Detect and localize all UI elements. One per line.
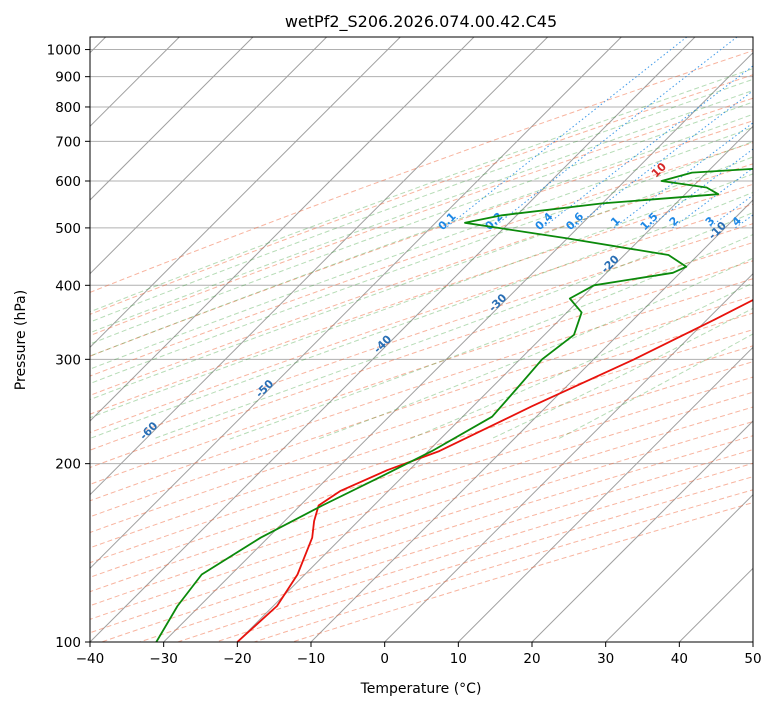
moist-adiabat-line [152,212,753,440]
dry-adiabat-line [90,241,753,469]
moist-adiabat-line [90,141,753,385]
x-tick-label: 30 [597,651,614,667]
dry-adiabat-label: 10 [649,160,669,180]
y-tick-label: 500 [55,221,81,237]
moist-adiabat-line [90,67,753,313]
moist-adiabat-line [90,101,753,345]
mixing-ratio-line [613,122,753,229]
moist-adiabat-line [90,191,753,439]
dry-adiabat-line [90,142,753,377]
x-tick-label: 0 [380,651,389,667]
isotherm-label: -20 [599,252,622,275]
y-tick-label: 300 [55,352,81,368]
dry-adiabat-line [215,476,753,642]
isotherm-label: -60 [137,419,160,442]
dry-adiabat-line [90,183,753,415]
isotherm-line [90,37,475,422]
x-tick-label: 20 [523,651,540,667]
y-tick-label: 600 [55,174,81,190]
mixing-ratio-line [672,167,753,229]
dry-adiabat-line [90,278,753,502]
x-tick-label: 10 [450,651,467,667]
y-tick-label: 400 [55,278,81,294]
isotherm-line [384,272,753,642]
isotherm-line [90,37,549,496]
dry-adiabat-line [90,329,753,549]
x-axis-label: Temperature (°C) [360,681,482,697]
dry-adiabat-line [177,462,753,642]
dewpoint-profile-line [155,167,753,642]
dry-adiabat-line [90,223,753,451]
isotherm-line [90,37,401,349]
moist-adiabat-line [90,126,753,370]
dry-adiabat-line [254,489,753,642]
dry-adiabat-line [90,345,753,564]
moist-adiabat-line [90,113,753,357]
moist-adiabat-line [229,233,753,440]
dry-adiabat-line [101,435,753,642]
y-axis-label: Pressure (hPa) [13,290,29,390]
x-tick-label: −30 [149,651,178,667]
isotherm-line [90,37,622,570]
dry-adiabat-line [139,449,753,642]
x-tick-label: 40 [671,651,688,667]
temperature-profile-line [236,299,753,642]
dry-adiabat-line [90,120,753,357]
x-tick-label: −10 [297,651,326,667]
isotherm-line [90,37,696,642]
mixing-ratio-line [734,214,753,229]
x-tick-label: 50 [744,651,761,667]
contour-labels: -100-90-80-70-60-50-40-30-20-10010203040… [20,160,775,485]
mixing-ratio-label: 1 [608,214,623,229]
isotherm-line [457,346,753,642]
mixing-ratio-label: 6 [768,214,775,229]
moist-adiabat-line [90,89,753,334]
y-tick-label: 700 [55,134,81,150]
plot-frame [89,36,754,643]
moist-adiabat-line [90,156,753,401]
moist-adiabat-line [90,78,753,323]
isotherm-line [90,37,328,275]
isotherm-line [236,125,753,642]
y-tick-label: 100 [55,635,81,651]
moist-adiabat-line [557,333,753,440]
mixing-ratio-label: 0.6 [563,210,586,233]
mixing-ratio-line [572,90,753,229]
isotherm-line [163,51,753,642]
y-tick-label: 200 [55,457,81,473]
dry-adiabat-line [90,312,753,534]
isotherm-line [605,493,753,642]
dry-adiabat-line [90,203,753,433]
mixing-ratio-label: 2 [667,214,682,229]
mixing-ratio-line [445,37,688,229]
isotherm-label: -30 [486,291,509,314]
isotherm-line [531,420,753,642]
y-tick-label: 900 [55,70,81,86]
x-tick-label: −20 [223,651,252,667]
isotherm-label: -50 [253,377,276,400]
isotherm-line [678,567,753,642]
y-tick-label: 1000 [47,43,81,59]
isotherm-label: -70 [20,462,43,485]
isotherm-line [752,641,753,642]
mixing-ratio-line [542,65,753,229]
y-tick-label: 800 [55,100,81,116]
sounding-profiles [155,167,753,642]
dry-adiabat-line [90,376,753,593]
background-lines [90,37,753,642]
mixing-ratio-line [492,37,738,229]
chart-title: wetPf2_S206.2026.074.00.42.C45 [285,12,557,32]
axes: −40 −30 −20 −10 0 10 20 30 40 50 100 200 300 400 500 60… [47,43,762,667]
moist-adiabat-line [90,173,753,419]
isotherm-line [310,199,753,642]
dry-adiabat-line [90,361,753,578]
x-tick-label: −40 [76,651,105,667]
isotherm-line [90,37,254,201]
dry-adiabat-line [292,502,753,642]
